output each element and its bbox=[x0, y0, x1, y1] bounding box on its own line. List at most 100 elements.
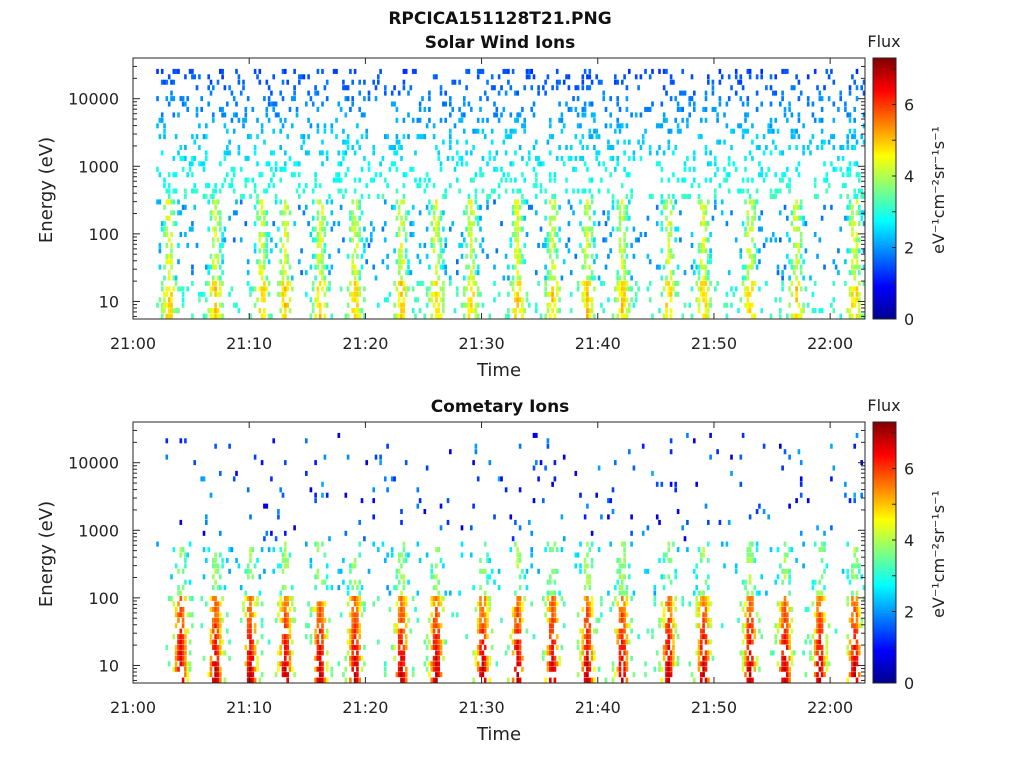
spectrogram-cell bbox=[286, 275, 290, 281]
spectrogram-cell bbox=[553, 302, 557, 308]
spectrogram-cell bbox=[239, 585, 243, 591]
spectrogram-cell bbox=[799, 253, 803, 259]
spectrogram-cell bbox=[418, 308, 422, 314]
spectrogram-cell bbox=[328, 617, 331, 623]
spectrogram-cell bbox=[356, 204, 359, 210]
spectrogram-cell bbox=[586, 617, 589, 623]
spectrogram-cell bbox=[846, 677, 850, 683]
spectrogram-cell bbox=[823, 596, 826, 602]
spectrogram-cell bbox=[827, 139, 831, 145]
spectrogram-cell bbox=[781, 568, 784, 574]
spectrogram-cell bbox=[270, 530, 273, 536]
spectrogram-cell bbox=[483, 134, 487, 140]
spectrogram-cell bbox=[816, 85, 819, 91]
spectrogram-cell bbox=[553, 297, 557, 303]
spectrogram-cell bbox=[786, 117, 789, 123]
spectrogram-cell bbox=[855, 210, 859, 216]
spectrogram-cell bbox=[813, 177, 817, 183]
spectrogram-cell bbox=[760, 226, 764, 232]
spectrogram-cell bbox=[316, 617, 320, 623]
spectrogram-cell bbox=[628, 639, 631, 645]
spectrogram-cell bbox=[558, 204, 561, 210]
spectrogram-cell bbox=[702, 215, 705, 221]
spectrogram-cell bbox=[648, 193, 652, 199]
spectrogram-cell bbox=[242, 601, 245, 607]
spectrogram-cell bbox=[397, 606, 401, 612]
spectrogram-cell bbox=[674, 574, 678, 580]
spectrogram-cell bbox=[325, 96, 329, 102]
spectrogram-cell bbox=[235, 199, 238, 205]
spectrogram-cell bbox=[700, 557, 703, 563]
spectrogram-cell bbox=[774, 145, 778, 151]
spectrogram-cell bbox=[825, 639, 829, 645]
spectrogram-cell bbox=[579, 139, 582, 145]
spectrogram-cell bbox=[718, 79, 722, 85]
spectrogram-cell bbox=[707, 655, 710, 661]
spectrogram-cell bbox=[628, 449, 631, 455]
spectrogram-cell bbox=[281, 280, 285, 286]
spectrogram-cell bbox=[549, 199, 552, 205]
spectrogram-cell bbox=[272, 172, 276, 178]
spectrogram-cell bbox=[463, 275, 466, 281]
spectrogram-cell bbox=[253, 145, 257, 151]
spectrogram-cell bbox=[516, 259, 520, 265]
spectrogram-cell bbox=[321, 270, 324, 276]
spectrogram-cell bbox=[395, 568, 399, 574]
spectrogram-cell bbox=[181, 96, 185, 102]
spectrogram-cell bbox=[430, 623, 434, 629]
spectrogram-cell bbox=[351, 650, 355, 656]
spectrogram-cell bbox=[560, 644, 564, 650]
spectrogram-cell bbox=[583, 634, 587, 640]
spectrogram-cell bbox=[676, 106, 680, 112]
spectrogram-cell bbox=[795, 264, 798, 270]
spectrogram-cell bbox=[704, 661, 708, 667]
spectrogram-cell bbox=[328, 536, 331, 542]
spectrogram-cell bbox=[660, 101, 664, 107]
spectrogram-cell bbox=[746, 232, 750, 238]
spectrogram-cell bbox=[616, 568, 620, 574]
spectrogram-cell bbox=[786, 166, 789, 172]
spectrogram-cell bbox=[214, 183, 217, 189]
spectrogram-cell bbox=[270, 150, 273, 156]
spectrogram-cell bbox=[397, 270, 401, 276]
spectrogram-cell bbox=[825, 172, 829, 178]
spectrogram-cell bbox=[714, 106, 717, 112]
spectrogram-cell bbox=[744, 117, 747, 123]
spectrogram-cell bbox=[625, 677, 629, 683]
spectrogram-cell bbox=[788, 101, 791, 107]
spectrogram-cell bbox=[855, 596, 859, 602]
spectrogram-cell bbox=[862, 596, 866, 602]
spectrogram-cell bbox=[781, 661, 784, 667]
spectrogram-cell bbox=[820, 617, 824, 623]
spectrogram-cell bbox=[219, 280, 222, 286]
spectrogram-cell bbox=[714, 193, 717, 199]
spectrogram-cell bbox=[772, 193, 775, 199]
spectrogram-cell bbox=[467, 101, 471, 107]
spectrogram-cell bbox=[514, 117, 517, 123]
spectrogram-cell bbox=[249, 644, 252, 650]
spectrogram-cell bbox=[667, 280, 671, 286]
spectrogram-cell bbox=[265, 188, 269, 194]
spectrogram-cell bbox=[560, 547, 564, 553]
spectrogram-cell bbox=[583, 101, 587, 107]
spectrogram-cell bbox=[546, 438, 550, 444]
spectrogram-cell bbox=[793, 85, 796, 91]
spectrogram-cell bbox=[253, 286, 257, 292]
spectrogram-cell bbox=[813, 183, 817, 189]
spectrogram-cell bbox=[858, 280, 861, 286]
spectrogram-cell bbox=[272, 183, 276, 189]
spectrogram-cell bbox=[177, 585, 180, 591]
spectrogram-cell bbox=[230, 166, 234, 172]
spectrogram-cell bbox=[258, 79, 262, 85]
spectrogram-cell bbox=[851, 134, 854, 140]
spectrogram-cell bbox=[511, 650, 515, 656]
spectrogram-cell bbox=[239, 193, 243, 199]
spectrogram-cell bbox=[748, 557, 752, 563]
spectrogram-cell bbox=[665, 226, 668, 232]
spectrogram-cell bbox=[242, 193, 245, 199]
spectrogram-cell bbox=[437, 226, 441, 232]
spectrogram-cell bbox=[158, 199, 162, 205]
spectrogram-cell bbox=[207, 547, 211, 553]
spectrogram-cell bbox=[486, 199, 489, 205]
spectrogram-cell bbox=[853, 286, 857, 292]
